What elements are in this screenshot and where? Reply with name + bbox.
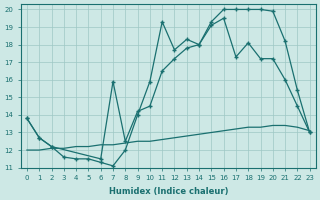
- X-axis label: Humidex (Indice chaleur): Humidex (Indice chaleur): [108, 187, 228, 196]
